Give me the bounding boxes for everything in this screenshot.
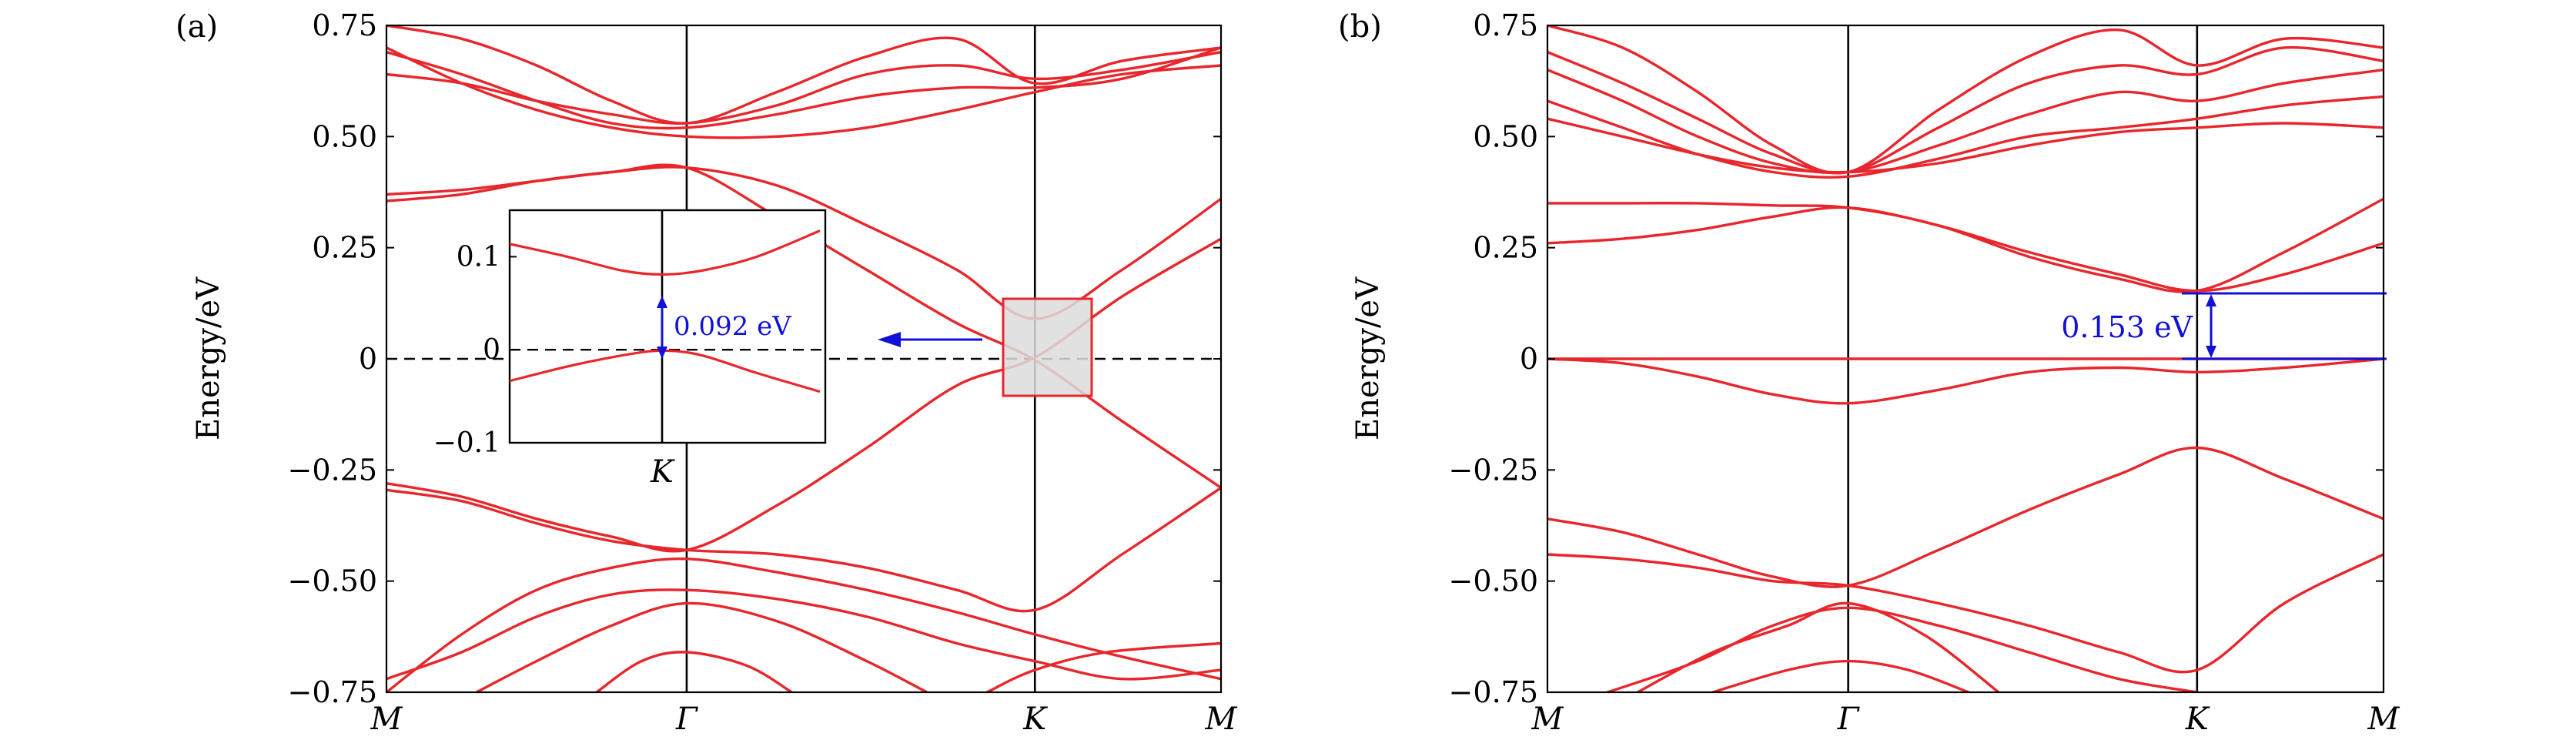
panel-a: (a) Energy/eV 0.75 0.50 0.25 0 −0.25 −0.50 −0.… bbox=[176, 8, 1238, 737]
band-10 bbox=[1547, 45, 2384, 175]
inset-gap-annotation: 0.092 eV bbox=[674, 311, 792, 342]
panel-a-k-highlight-box bbox=[1002, 297, 1093, 397]
band-1 bbox=[1547, 357, 2384, 405]
xtick-label: M bbox=[370, 701, 403, 737]
ytick-label: −0.25 bbox=[1449, 453, 1538, 487]
panel-a-frame bbox=[385, 24, 1223, 694]
band-14 bbox=[1711, 659, 1970, 692]
inset-gap-arrow bbox=[657, 296, 667, 359]
xtick-label: M bbox=[1205, 701, 1238, 737]
band-12 bbox=[595, 651, 794, 692]
panel-a-pointer-arrow bbox=[878, 332, 982, 347]
panel-b-frame bbox=[1546, 24, 2385, 694]
ytick-label: −0.25 bbox=[288, 453, 377, 487]
band-6 bbox=[1547, 553, 2384, 674]
panel-b-gap-annotation: 0.153 eV bbox=[2061, 310, 2193, 344]
band-7 bbox=[1547, 117, 2384, 174]
ytick-label: −0.75 bbox=[288, 675, 377, 709]
band-4 bbox=[1547, 197, 2384, 293]
xtick-label: K bbox=[1022, 701, 1048, 737]
ytick-label: −0.50 bbox=[1449, 564, 1538, 598]
panel-a-inset: 0.1 0 −0.1 0.092 eV K bbox=[433, 209, 827, 490]
panel-b-gap-annotation-lines bbox=[2182, 292, 2387, 360]
inset-ytick-label: 0 bbox=[483, 334, 500, 366]
panel-a-ylabel: Energy/eV bbox=[191, 276, 226, 440]
panel-b-label: (b) bbox=[1338, 9, 1382, 45]
inset-ytick-label: 0.1 bbox=[457, 241, 500, 273]
band-12 bbox=[1606, 606, 2199, 692]
ytick-label: 0.25 bbox=[1473, 231, 1538, 265]
band-6 bbox=[386, 46, 1221, 139]
band-8 bbox=[386, 25, 1221, 125]
inset-ytick-label: −0.1 bbox=[433, 427, 500, 459]
ytick-label: −0.75 bbox=[1449, 675, 1538, 709]
band-5 bbox=[1547, 446, 2384, 588]
ytick-label: 0.25 bbox=[312, 231, 377, 265]
band-8 bbox=[1547, 95, 2384, 179]
band-13 bbox=[1636, 601, 2000, 692]
xtick-label: M bbox=[1531, 701, 1564, 737]
xtick-label: Γ bbox=[675, 701, 698, 737]
band-11 bbox=[475, 601, 928, 692]
ytick-label: 0.50 bbox=[1473, 119, 1538, 153]
ytick-label: 0.75 bbox=[312, 8, 377, 42]
ytick-label: 0 bbox=[1520, 342, 1538, 376]
panel-b: (b) Energy/eV 0.75 0.50 0.25 0 −0.25 −0.50 −0.… bbox=[1338, 8, 2400, 737]
band-11 bbox=[1547, 25, 2384, 175]
ytick-label: 0.50 bbox=[312, 119, 377, 153]
xtick-label: M bbox=[2367, 701, 2400, 737]
band-9 bbox=[386, 588, 1221, 681]
xtick-label: Γ bbox=[1837, 701, 1860, 737]
xtick-label: K bbox=[2185, 701, 2210, 737]
panel-a-label: (a) bbox=[176, 9, 218, 45]
band-4 bbox=[386, 486, 1221, 613]
band-13 bbox=[985, 641, 1221, 692]
band-10 bbox=[386, 557, 1221, 692]
inset-band-up bbox=[510, 229, 821, 276]
ytick-label: 0 bbox=[359, 342, 377, 376]
ytick-label: −0.50 bbox=[288, 564, 377, 598]
inset-xlabel-k: K bbox=[650, 454, 675, 490]
ytick-label: 0.75 bbox=[1473, 8, 1538, 42]
band-9 bbox=[1547, 69, 2384, 175]
panel-b-ylabel: Energy/eV bbox=[1350, 276, 1386, 440]
